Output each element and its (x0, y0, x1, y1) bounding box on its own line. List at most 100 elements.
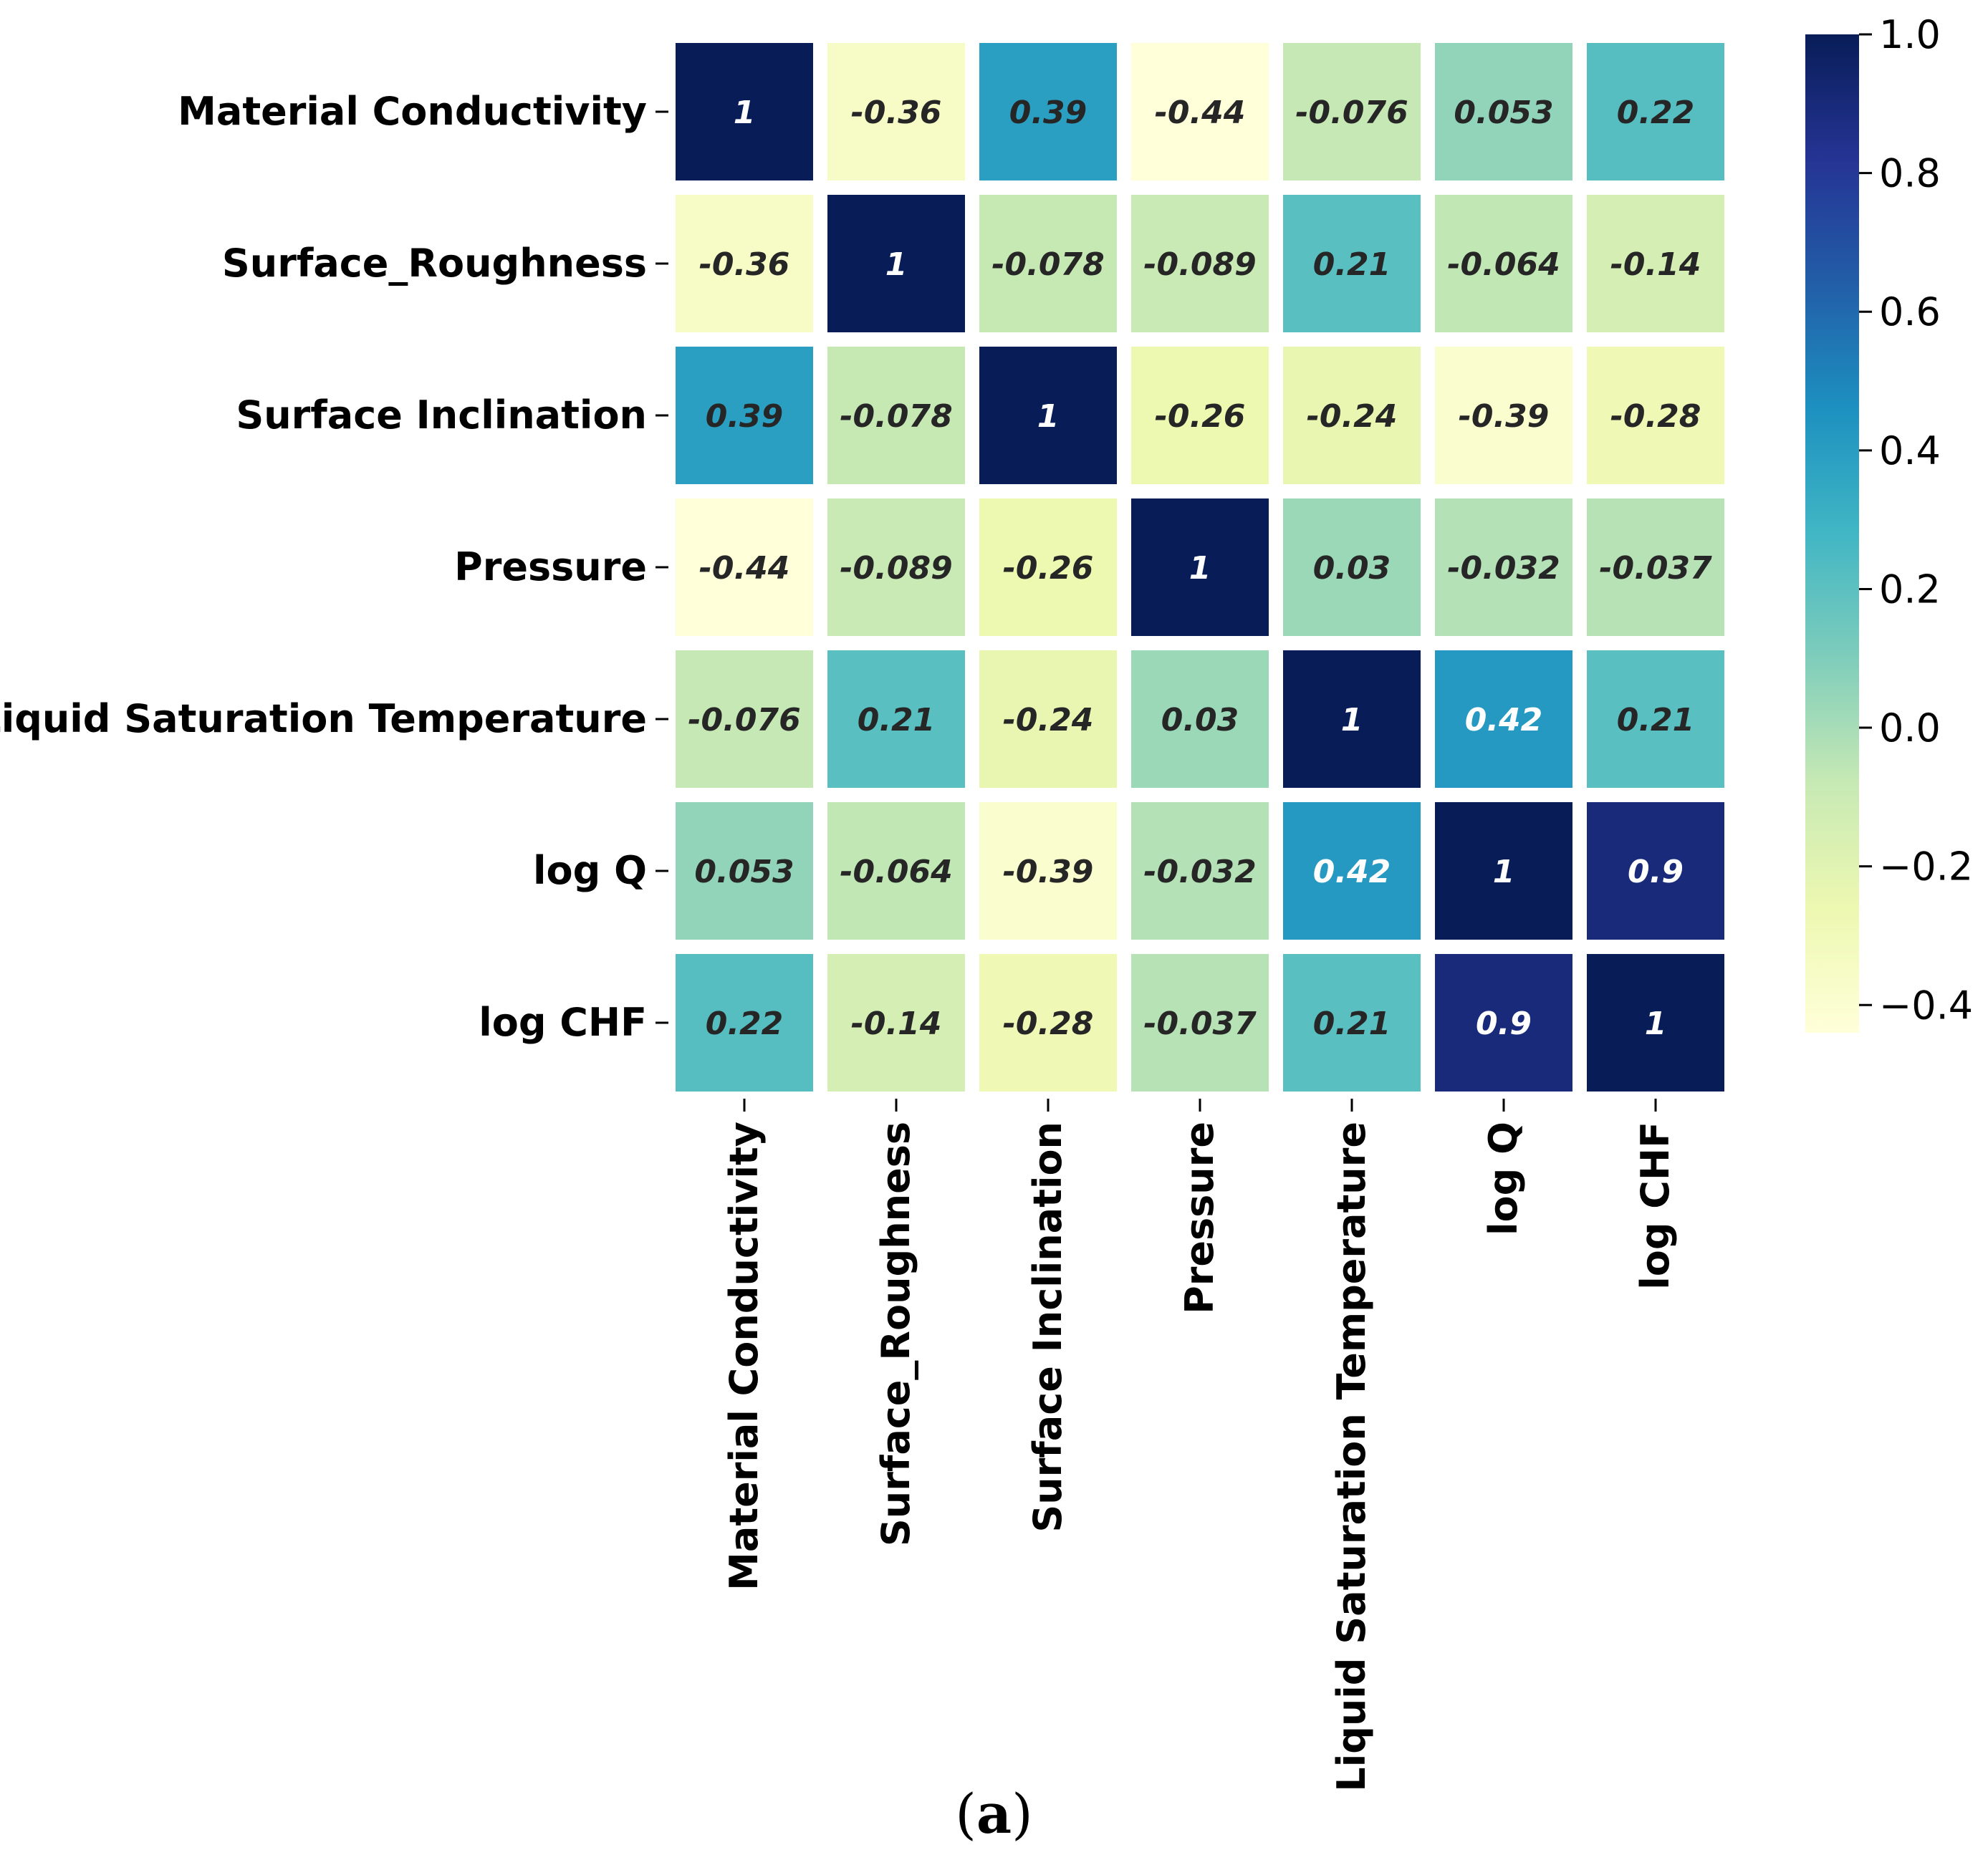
heatmap-cell-label-r1-c3: -0.089 (1143, 246, 1256, 283)
heatmap-cell-r2-c6 (1587, 347, 1724, 484)
heatmap-cell-label-r0-c1: -0.36 (851, 95, 942, 131)
heatmap-cell-r6-c6 (1587, 954, 1724, 1092)
heatmap-cell-r1-c6 (1587, 195, 1724, 332)
heatmap-cell-label-r4-c4: 1 (1341, 702, 1363, 738)
heatmap-cell-r4-c6 (1587, 650, 1724, 788)
heatmap-cell-r6-c5 (1435, 954, 1572, 1092)
heatmap-cell-label-r4-c1: 0.21 (858, 702, 936, 738)
row-label-log-chf: log CHF (479, 1000, 647, 1045)
row-label-pressure: Pressure (454, 544, 647, 589)
colorbar-tick-label-1: 0.8 (1879, 151, 1941, 196)
heatmap-cell-r1-c3 (1131, 195, 1269, 332)
heatmap-cell-r5-c5 (1435, 802, 1572, 940)
colorbar-gradient (1805, 34, 1859, 1033)
row-label-liquid-saturation-temperature: Liquid Saturation Temperature (0, 696, 647, 741)
heatmap-cell-r4-c3 (1131, 650, 1269, 788)
heatmap-cell-r3-c1 (827, 498, 965, 636)
heatmap-cell-r0-c2 (979, 43, 1117, 180)
heatmap-cell-label-r3-c6: -0.037 (1599, 550, 1712, 587)
heatmap-cell-label-r0-c6: 0.22 (1617, 95, 1695, 131)
heatmap-cell-r1-c4 (1283, 195, 1421, 332)
heatmap-cell-label-r5-c5: 1 (1493, 854, 1515, 890)
heatmap-cell-label-r2-c3: -0.26 (1155, 398, 1246, 435)
heatmap-cell-label-r1-c6: -0.14 (1610, 246, 1701, 283)
heatmap-cell-label-r3-c3: 1 (1189, 550, 1211, 587)
heatmap-cell-r6-c0 (676, 954, 813, 1092)
heatmap-cell-r0-c5 (1435, 43, 1572, 180)
heatmap-cell-label-r4-c2: -0.24 (1003, 702, 1094, 738)
heatmap-cell-r2-c0 (676, 347, 813, 484)
heatmap-cell-label-r3-c0: -0.44 (699, 550, 790, 587)
heatmap-cell-r6-c1 (827, 954, 965, 1092)
heatmap-cells (676, 43, 1724, 1092)
col-label-log-chf: log CHF (1633, 1122, 1678, 1290)
col-label-surface-roughness: Surface_Roughness (873, 1122, 918, 1546)
heatmap-cell-r4-c4 (1283, 650, 1421, 788)
heatmap-cell-r4-c5 (1435, 650, 1572, 788)
row-label-log-q: log Q (533, 848, 647, 893)
col-label-liquid-saturation-temperature: Liquid Saturation Temperature (1329, 1122, 1374, 1792)
col-label-pressure: Pressure (1177, 1122, 1222, 1314)
heatmap-cell-r0-c1 (827, 43, 965, 180)
heatmap-cell-r1-c1 (827, 195, 965, 332)
heatmap-cell-r2-c4 (1283, 347, 1421, 484)
heatmap-cell-label-r5-c1: -0.064 (840, 854, 952, 890)
heatmap-cell-r5-c6 (1587, 802, 1724, 940)
colorbar-tick-label-5: 0.0 (1879, 705, 1941, 751)
row-label-surface-roughness: Surface_Roughness (222, 241, 647, 286)
heatmap-cell-label-r2-c6: -0.28 (1610, 398, 1701, 435)
heatmap-cell-r4-c2 (979, 650, 1117, 788)
heatmap-cell-label-r1-c2: -0.078 (991, 246, 1104, 283)
heatmap-cell-r6-c3 (1131, 954, 1269, 1092)
heatmap-cell-label-r2-c4: -0.24 (1307, 398, 1398, 435)
heatmap-cell-label-r0-c5: 0.053 (1454, 95, 1553, 131)
heatmap-cell-r3-c3 (1131, 498, 1269, 636)
heatmap-cell-label-r2-c1: -0.078 (840, 398, 952, 435)
row-label-surface-inclination: Surface Inclination (236, 392, 647, 438)
heatmap-cell-r4-c0 (676, 650, 813, 788)
heatmap-cell-label-r2-c5: -0.39 (1459, 398, 1550, 435)
colorbar: 1.0 0.8 0.6 0.4 0.2 0.0 −0.2 −0.4 (1805, 12, 1973, 1033)
heatmap-cell-label-r3-c2: -0.26 (1003, 550, 1094, 587)
heatmap-cell-labels: 1 -0.36 0.39 -0.44 -0.076 0.053 0.22 -0.36 1 -0.0… (688, 95, 1712, 1042)
heatmap-cell-label-r1-c1: 1 (885, 246, 908, 283)
colorbar-tick-label-2: 0.6 (1879, 289, 1941, 334)
colorbar-tick-label-4: 0.2 (1879, 567, 1941, 612)
row-tick-labels: Material Conductivity Surface_Roughness Su… (0, 89, 668, 1045)
colorbar-tick-label-6: −0.2 (1879, 844, 1973, 890)
heatmap-cell-label-r4-c3: 0.03 (1161, 702, 1239, 738)
heatmap-cell-label-r5-c0: 0.053 (694, 854, 794, 890)
heatmap-cell-r5-c0 (676, 802, 813, 940)
heatmap-cell-label-r5-c6: 0.9 (1628, 854, 1684, 890)
heatmap-cell-r3-c2 (979, 498, 1117, 636)
heatmap-cell-r0-c6 (1587, 43, 1724, 180)
heatmap-cell-r3-c0 (676, 498, 813, 636)
heatmap-cell-label-r2-c2: 1 (1037, 398, 1060, 435)
heatmap-cell-label-r2-c0: 0.39 (706, 398, 784, 435)
heatmap-cell-r5-c2 (979, 802, 1117, 940)
heatmap-cell-label-r6-c5: 0.9 (1476, 1006, 1532, 1042)
heatmap-cell-label-r1-c5: -0.064 (1447, 246, 1560, 283)
heatmap-cell-r2-c5 (1435, 347, 1572, 484)
heatmap-cell-r1-c0 (676, 195, 813, 332)
heatmap-cell-r0-c4 (1283, 43, 1421, 180)
heatmap-cell-r6-c4 (1283, 954, 1421, 1092)
heatmap-cell-label-r0-c3: -0.44 (1155, 95, 1246, 131)
colorbar-tick-label-7: −0.4 (1879, 983, 1973, 1028)
heatmap-cell-label-r6-c2: -0.28 (1003, 1006, 1094, 1042)
heatmap-cell-label-r6-c3: -0.037 (1143, 1006, 1257, 1042)
heatmap-cell-r5-c4 (1283, 802, 1421, 940)
heatmap-cell-r6-c2 (979, 954, 1117, 1092)
column-tick-labels: Material Conductivity Surface_Roughness Su… (721, 1099, 1678, 1792)
heatmap-cell-r1-c5 (1435, 195, 1572, 332)
heatmap-cell-label-r6-c4: 0.21 (1313, 1006, 1391, 1042)
heatmap-cell-r3-c4 (1283, 498, 1421, 636)
col-label-material-conductivity: Material Conductivity (721, 1122, 767, 1591)
heatmap-cell-r2-c2 (979, 347, 1117, 484)
heatmap-cell-r0-c3 (1131, 43, 1269, 180)
heatmap-cell-label-r3-c5: -0.032 (1447, 550, 1560, 587)
heatmap-cell-label-r1-c4: 0.21 (1313, 246, 1391, 283)
heatmap-cell-r5-c1 (827, 802, 965, 940)
col-label-surface-inclination: Surface Inclination (1025, 1122, 1070, 1533)
